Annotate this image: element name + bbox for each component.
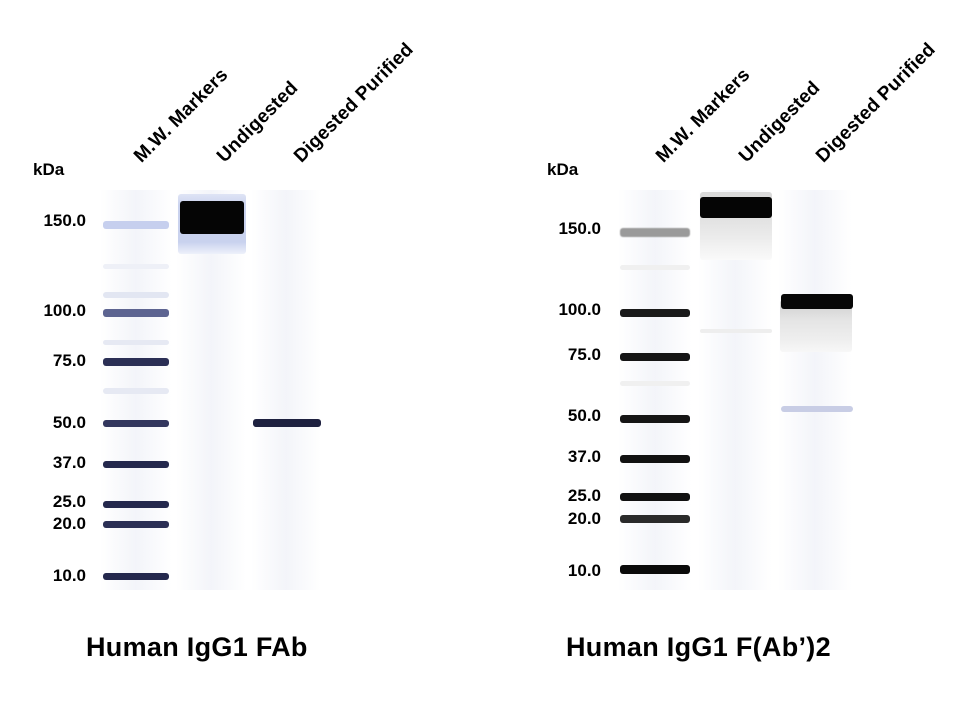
undigested-band-main: [700, 197, 772, 218]
lane-undigested: [176, 190, 246, 590]
marker-band-50: [103, 420, 169, 427]
mw-label-150: 150.0: [43, 211, 86, 230]
digested-band-50: [253, 419, 321, 427]
gel-panel-left: M.W. Markers Undigested Digested Purifie…: [33, 39, 418, 662]
marker-band-faint: [103, 340, 169, 345]
lane-digested-purified: [251, 190, 321, 590]
lane-header-digested-purified: Digested Purified: [812, 39, 940, 167]
mw-label-75: 75.0: [567, 345, 601, 364]
kda-unit-label: kDa: [547, 160, 579, 179]
mw-label-100: 100.0: [43, 301, 86, 320]
marker-band-100: [103, 309, 169, 317]
mw-label-150: 150.0: [558, 219, 601, 238]
panel-title-left: Human IgG1 FAb: [86, 632, 308, 662]
panel-title-right: Human IgG1 F(Ab’)2: [566, 632, 831, 662]
mw-label-100: 100.0: [558, 300, 601, 319]
gel-panel-right: M.W. Markers Undigested Digested Purifie…: [488, 0, 975, 707]
marker-band-25: [620, 493, 690, 501]
lane-header-undigested: Undigested: [735, 77, 825, 167]
marker-band-20: [103, 521, 169, 528]
digested-band-faint: [781, 406, 853, 412]
kda-unit-label: kDa: [33, 160, 65, 179]
marker-band-faint: [103, 264, 169, 269]
marker-band-faint: [620, 381, 690, 386]
marker-band-faint: [620, 265, 690, 270]
marker-band-37: [620, 455, 690, 463]
undigested-band-faint: [700, 329, 772, 333]
marker-band-25: [103, 501, 169, 508]
mw-label-25: 25.0: [567, 486, 601, 505]
marker-band-150: [103, 221, 169, 229]
marker-band-faint: [103, 292, 169, 298]
marker-band-75: [103, 358, 169, 366]
marker-band-20: [620, 515, 690, 523]
marker-band-50: [620, 415, 690, 423]
mw-label-50: 50.0: [567, 406, 601, 425]
mw-label-20: 20.0: [52, 514, 86, 533]
marker-band-10: [103, 573, 169, 580]
mw-label-50: 50.0: [52, 413, 86, 432]
marker-band-10: [620, 565, 690, 574]
mw-label-25: 25.0: [52, 492, 86, 511]
mw-label-10: 10.0: [567, 561, 601, 580]
marker-band-100: [620, 309, 690, 317]
mw-label-37: 37.0: [52, 453, 86, 472]
marker-band-37: [103, 461, 169, 468]
lane-header-undigested: Undigested: [213, 77, 303, 167]
lane-digested-purified: [778, 190, 852, 590]
mw-label-20: 20.0: [567, 509, 601, 528]
mw-label-10: 10.0: [52, 566, 86, 585]
undigested-band-main: [180, 201, 244, 234]
digested-band-main: [781, 294, 853, 309]
marker-band-faint: [103, 388, 169, 394]
lane-mw-markers: [618, 190, 692, 590]
mw-label-37: 37.0: [567, 447, 601, 466]
marker-band-150: [620, 228, 690, 237]
marker-band-75: [620, 353, 690, 361]
mw-label-75: 75.0: [52, 351, 86, 370]
lane-header-digested-purified: Digested Purified: [290, 39, 418, 167]
